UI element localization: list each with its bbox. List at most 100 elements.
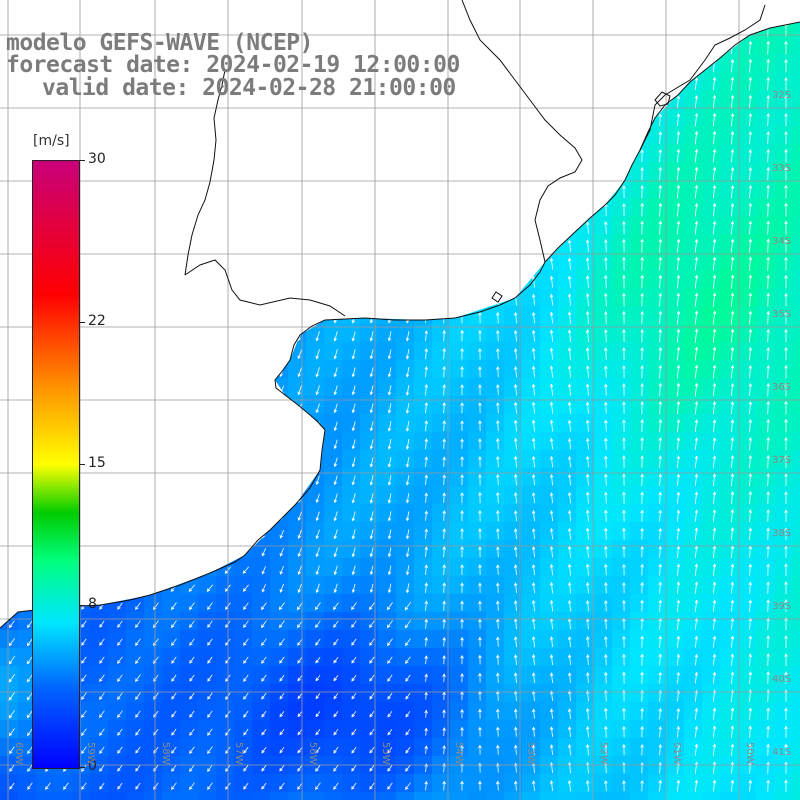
wind-speed-cell (90, 378, 109, 397)
wind-arrow (478, 402, 482, 414)
wind-speed-cell (198, 414, 217, 433)
wind-arrow (585, 401, 590, 414)
wind-speed-cell (540, 504, 559, 523)
wind-speed-cell (702, 36, 721, 55)
wind-speed-cell (288, 252, 307, 271)
wind-speed-cell (198, 360, 217, 379)
wind-arrow (279, 493, 284, 503)
wind-arrow (567, 113, 572, 126)
wind-arrow (9, 9, 14, 16)
wind-speed-cell (324, 558, 343, 577)
wind-arrow (640, 149, 644, 162)
wind-speed-cell (486, 702, 505, 721)
wind-arrow (81, 782, 87, 790)
wind-arrow (767, 6, 770, 19)
wind-arrow (387, 638, 393, 647)
wind-speed-cell (198, 450, 217, 469)
wind-speed-cell (792, 0, 800, 19)
wind-speed-cell (630, 432, 649, 451)
wind-speed-cell (432, 540, 451, 559)
wind-arrow (531, 401, 536, 414)
wind-arrow (261, 133, 267, 143)
wind-speed-cell (504, 414, 523, 433)
wind-speed-cell (486, 432, 505, 451)
wind-speed-cell (630, 180, 649, 199)
wind-speed-cell (288, 162, 307, 181)
wind-arrow (622, 59, 626, 73)
wind-arrow (27, 746, 33, 754)
wind-speed-cell (702, 270, 721, 289)
wind-speed-cell (144, 630, 163, 649)
wind-speed-cell (612, 612, 631, 631)
wind-arrow (315, 457, 320, 468)
wind-arrow (170, 584, 178, 592)
wind-arrow (261, 746, 267, 754)
wind-arrow (766, 454, 770, 469)
wind-arrow (640, 220, 644, 235)
wind-speed-cell (18, 630, 37, 649)
wind-arrow (748, 256, 753, 271)
wind-speed-cell (666, 774, 685, 793)
wind-speed-cell (576, 738, 595, 757)
wind-arrow (694, 563, 699, 576)
wind-speed-cell (684, 198, 703, 217)
wind-arrow (80, 296, 88, 304)
wind-arrow (424, 113, 429, 126)
wind-speed-cell (126, 342, 145, 361)
wind-arrow (784, 76, 788, 91)
wind-arrow (676, 292, 681, 307)
wind-arrow (404, 601, 412, 611)
wind-speed-cell (558, 306, 577, 325)
wind-arrow (478, 23, 482, 36)
wind-arrow (567, 545, 572, 558)
latitude-label: 35S (772, 309, 792, 320)
wind-arrow (261, 674, 267, 682)
wind-speed-cell (720, 108, 739, 127)
wind-arrow (206, 440, 214, 448)
wind-arrow (676, 653, 681, 666)
wind-arrow (369, 602, 375, 611)
wind-speed-cell (234, 0, 253, 19)
wind-speed-cell (180, 486, 199, 505)
wind-speed-cell (738, 36, 757, 55)
wind-arrow (206, 548, 214, 557)
wind-arrow (442, 780, 446, 791)
wind-arrow (478, 726, 482, 737)
wind-arrow (188, 314, 196, 323)
wind-arrow (135, 602, 141, 610)
wind-speed-cell (450, 396, 469, 415)
wind-speed-cell (486, 126, 505, 145)
wind-arrow (279, 782, 285, 790)
wind-speed-cell (162, 306, 181, 325)
wind-arrow (170, 350, 178, 359)
wind-speed-cell (162, 252, 181, 271)
wind-speed-cell (702, 504, 721, 523)
wind-speed-cell (288, 738, 307, 757)
wind-speed-cell (702, 684, 721, 703)
wind-arrow (640, 41, 644, 55)
wind-speed-cell (540, 72, 559, 91)
wind-arrow (676, 274, 681, 289)
wind-arrow (531, 635, 536, 648)
wind-speed-cell (396, 432, 415, 451)
wind-arrow (567, 455, 572, 468)
wind-speed-cell (666, 198, 685, 217)
wind-arrow (694, 23, 699, 36)
wind-speed-cell (270, 360, 289, 379)
wind-arrow (62, 152, 70, 160)
wind-speed-cell (342, 432, 361, 451)
wind-speed-cell (306, 558, 325, 577)
wind-arrow (478, 167, 482, 180)
wind-arrow (333, 403, 338, 414)
wind-arrow (658, 184, 663, 199)
wind-arrow (604, 239, 608, 253)
wind-arrow (152, 368, 160, 376)
wind-arrow (766, 563, 770, 576)
wind-speed-cell (486, 684, 505, 703)
wind-arrow (278, 602, 285, 611)
wind-speed-cell (414, 648, 433, 667)
wind-arrow (188, 368, 196, 377)
wind-arrow (513, 401, 518, 414)
wind-speed-cell (144, 126, 163, 145)
wind-arrow (387, 186, 392, 198)
